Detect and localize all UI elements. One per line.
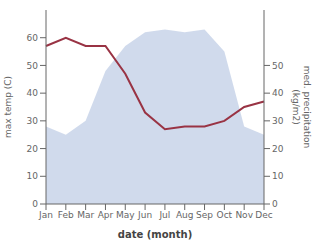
svg-text:Feb: Feb [58,210,74,220]
svg-text:20: 20 [27,144,39,154]
svg-text:Oct: Oct [217,210,233,220]
svg-text:med. precipitation(kg/m2): med. precipitation(kg/m2) [291,66,311,148]
svg-text:Dec: Dec [255,210,272,220]
svg-text:Sep: Sep [196,210,213,220]
svg-text:10: 10 [272,171,284,181]
svg-text:May: May [116,210,135,220]
svg-text:Jan: Jan [38,210,53,220]
svg-text:0: 0 [32,199,38,209]
svg-text:10: 10 [27,171,39,181]
svg-text:Jul: Jul [158,210,170,220]
svg-text:Jun: Jun [137,210,152,220]
svg-text:date (month): date (month) [118,229,192,240]
svg-text:Nov: Nov [235,210,253,220]
svg-text:Apr: Apr [98,210,114,220]
svg-text:30: 30 [27,116,39,126]
svg-text:20: 20 [272,144,284,154]
svg-text:50: 50 [27,61,39,71]
svg-text:Mar: Mar [77,210,94,220]
svg-text:max temp (C): max temp (C) [8,76,13,138]
svg-text:40: 40 [272,88,284,98]
svg-text:60: 60 [27,33,39,43]
svg-text:40: 40 [27,88,39,98]
svg-text:30: 30 [272,116,284,126]
svg-text:0: 0 [272,199,278,209]
svg-text:Aug: Aug [176,210,194,220]
svg-text:50: 50 [272,61,284,71]
